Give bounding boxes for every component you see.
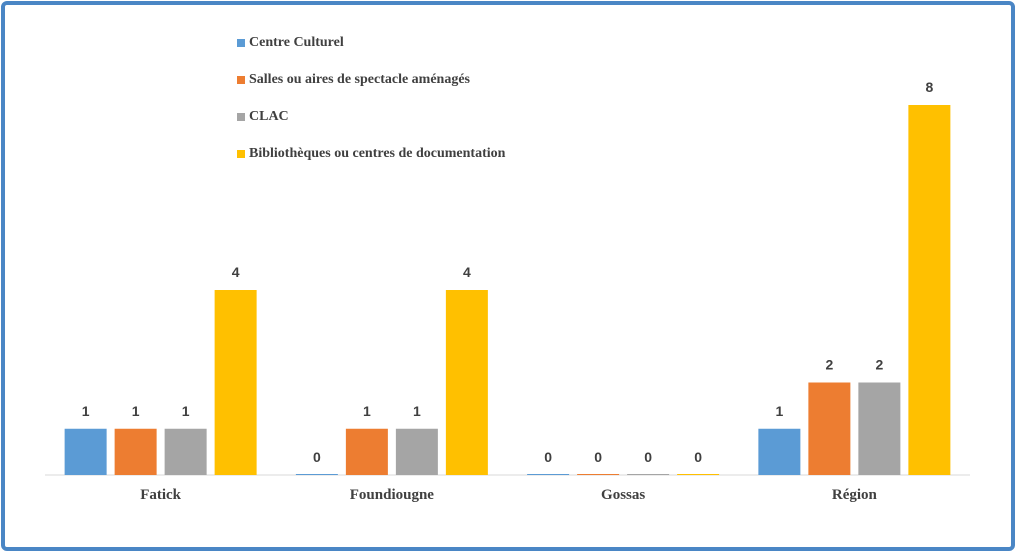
bar (164, 428, 207, 475)
legend-label: Bibliothèques ou centres de documentatio… (249, 146, 506, 161)
bar (214, 290, 257, 475)
legend-swatch (237, 150, 245, 158)
bar (808, 382, 851, 475)
bar (445, 290, 488, 475)
legend-swatch (237, 113, 245, 121)
legend-label: Salles ou aires de spectacle aménagés (249, 72, 471, 87)
value-label: 0 (313, 449, 321, 465)
legend-label: CLAC (249, 109, 289, 124)
legend-label: Centre Culturel (249, 35, 344, 50)
value-label: 0 (544, 449, 552, 465)
bar (627, 474, 670, 475)
bar (908, 105, 951, 475)
legend-swatch (237, 76, 245, 84)
value-label: 1 (363, 403, 371, 419)
value-label: 4 (463, 264, 471, 280)
x-tick-label: Fatick (140, 487, 181, 503)
value-label: 1 (775, 403, 783, 419)
value-label: 0 (594, 449, 602, 465)
bar (527, 474, 570, 475)
value-label: 1 (182, 403, 190, 419)
value-label: 2 (825, 357, 833, 373)
bar (64, 428, 107, 475)
bar (395, 428, 438, 475)
bar (758, 428, 801, 475)
value-label: 0 (694, 449, 702, 465)
value-label: 1 (132, 403, 140, 419)
value-label: 8 (925, 79, 933, 95)
bar (677, 474, 720, 475)
bar (295, 474, 338, 475)
value-label: 1 (82, 403, 90, 419)
value-label: 4 (232, 264, 240, 280)
x-tick-label: Gossas (601, 487, 645, 503)
value-label: 0 (644, 449, 652, 465)
x-tick-label: Foundiougne (350, 487, 435, 503)
bar (858, 382, 901, 475)
bar (345, 428, 388, 475)
x-tick-label: Région (832, 487, 878, 503)
value-label: 1 (413, 403, 421, 419)
bar (577, 474, 620, 475)
value-label: 2 (875, 357, 883, 373)
bar (114, 428, 157, 475)
legend-swatch (237, 39, 245, 47)
